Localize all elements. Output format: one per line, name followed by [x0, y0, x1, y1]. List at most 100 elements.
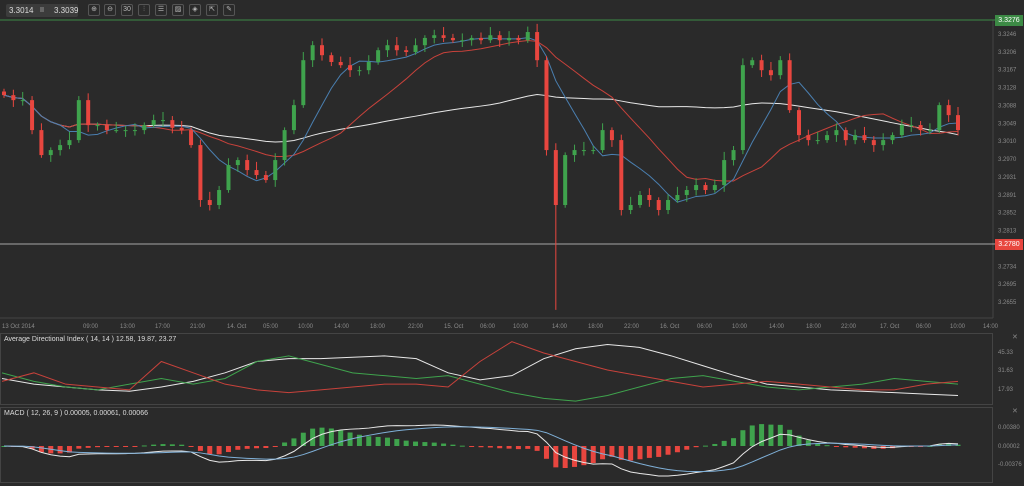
separator — [40, 7, 44, 12]
time-tick-label: 10:00 — [950, 324, 966, 330]
macd-histogram-bar — [768, 424, 774, 446]
adx-tick-label: 17.93 — [998, 387, 1014, 393]
candle-body — [609, 130, 614, 141]
candle-body — [179, 127, 184, 131]
candle-body — [217, 190, 222, 206]
candle-body — [282, 130, 287, 161]
macd-label: MACD ( 12, 26, 9 ) 0.00005, 0.00061, 0.0… — [4, 410, 148, 417]
zoom-out-icon[interactable]: ⊖ — [104, 4, 116, 16]
candle-body — [806, 135, 811, 141]
candle-body — [404, 50, 409, 53]
time-tick-label: 10:00 — [732, 324, 748, 330]
candle-body — [768, 70, 773, 76]
candle-body — [675, 195, 680, 201]
bid-price: 3.3014 — [9, 6, 34, 15]
candle-body — [479, 37, 483, 41]
macd-histogram-bar — [272, 446, 278, 447]
candle-body — [703, 185, 708, 191]
candle-body — [778, 60, 783, 76]
candle-body — [11, 95, 16, 101]
macd-histogram-bar — [646, 446, 652, 458]
macd-signal-line — [3, 426, 959, 473]
macd-histogram-bar — [38, 446, 44, 453]
price-tick-label: 3.2734 — [998, 264, 1017, 270]
macd-histogram-bar — [459, 445, 465, 447]
macd-histogram-bar — [628, 446, 634, 461]
candle-body — [235, 160, 240, 166]
candle-body — [469, 37, 474, 41]
candle-body — [376, 50, 381, 63]
candle-body — [834, 130, 839, 136]
macd-histogram-bar — [777, 424, 783, 446]
template-icon[interactable]: ◈ — [189, 4, 201, 16]
macd-histogram-bar — [282, 442, 288, 446]
macd-histogram-bar — [319, 427, 325, 446]
candle-body — [787, 60, 792, 111]
price-tick-label: 3.2931 — [998, 175, 1017, 181]
candle-body — [58, 145, 63, 151]
time-tick-label: 18:00 — [588, 324, 604, 330]
macd-tick-label: 0.00380 — [998, 425, 1020, 431]
candle-body — [927, 130, 932, 132]
candle-body — [797, 110, 801, 136]
candle-body — [95, 125, 100, 127]
macd-histogram-bar — [543, 446, 549, 459]
price-tick-label: 3.2891 — [998, 193, 1017, 199]
zoom-in-icon[interactable]: ⊕ — [88, 4, 100, 16]
candle-body — [226, 165, 231, 191]
close-macd-icon[interactable]: ✕ — [1012, 408, 1018, 415]
export-icon[interactable]: ⇱ — [206, 4, 218, 16]
macd-histogram-bar — [665, 446, 671, 455]
candle-body — [815, 140, 820, 142]
macd-histogram-bar — [450, 444, 456, 446]
macd-histogram-bar — [254, 446, 260, 449]
candle-body — [871, 140, 876, 146]
macd-histogram-bar — [95, 446, 101, 448]
time-tick-label: 21:00 — [190, 324, 206, 330]
chart-type-icon[interactable]: ⫶ — [138, 4, 150, 16]
candle-body — [301, 60, 306, 106]
ask-price: 3.3039 — [54, 6, 79, 15]
time-tick-label: 17:00 — [155, 324, 171, 330]
macd-panel-frame — [0, 407, 993, 483]
candle-body — [142, 125, 147, 131]
candle-body — [563, 155, 568, 206]
candle-body — [366, 62, 371, 71]
candle-body — [684, 190, 689, 196]
candle-body — [67, 140, 72, 146]
candle-body — [385, 45, 390, 51]
candle-body — [170, 120, 175, 128]
low-price-marker: 3.2780 — [995, 239, 1023, 250]
candle-body — [151, 120, 156, 126]
candle-body — [956, 115, 960, 131]
price-tick-label: 3.2695 — [998, 282, 1017, 288]
macd-histogram-bar — [113, 446, 119, 447]
time-tick-label: 22:00 — [841, 324, 857, 330]
macd-histogram-bar — [300, 432, 306, 446]
price-tick-label: 3.3128 — [998, 85, 1017, 91]
candle-body — [918, 125, 923, 131]
bid-ask-box: 3.3014 3.3039 — [6, 4, 78, 17]
candle-body — [843, 130, 848, 141]
toolbar: 3.3014 3.3039 ⊕ ⊖ 30 ⫶ ☰ ▨ ◈ ⇱ ✎ — [0, 0, 1024, 20]
candle-body — [441, 35, 446, 38]
draw-icon[interactable]: ✎ — [223, 4, 235, 16]
close-adx-icon[interactable]: ✕ — [1012, 334, 1018, 341]
indicators-icon[interactable]: ☰ — [155, 4, 167, 16]
candle-body — [207, 200, 212, 206]
candle-body — [450, 37, 455, 41]
macd-histogram-bar — [422, 442, 428, 446]
price-tick-label: 3.3246 — [998, 32, 1017, 38]
chart-image-icon[interactable]: ▨ — [172, 4, 184, 16]
time-tick-label: 10:00 — [298, 324, 314, 330]
candle-body — [591, 150, 596, 152]
macd-histogram-bar — [918, 446, 924, 447]
candle-body — [731, 150, 736, 161]
macd-histogram-bar — [403, 440, 409, 446]
time-tick-label: 14:00 — [334, 324, 350, 330]
macd-histogram-bar — [413, 441, 419, 446]
timeframe-icon[interactable]: 30 — [121, 4, 133, 16]
candle-body — [666, 200, 671, 211]
candle-body — [619, 140, 624, 211]
